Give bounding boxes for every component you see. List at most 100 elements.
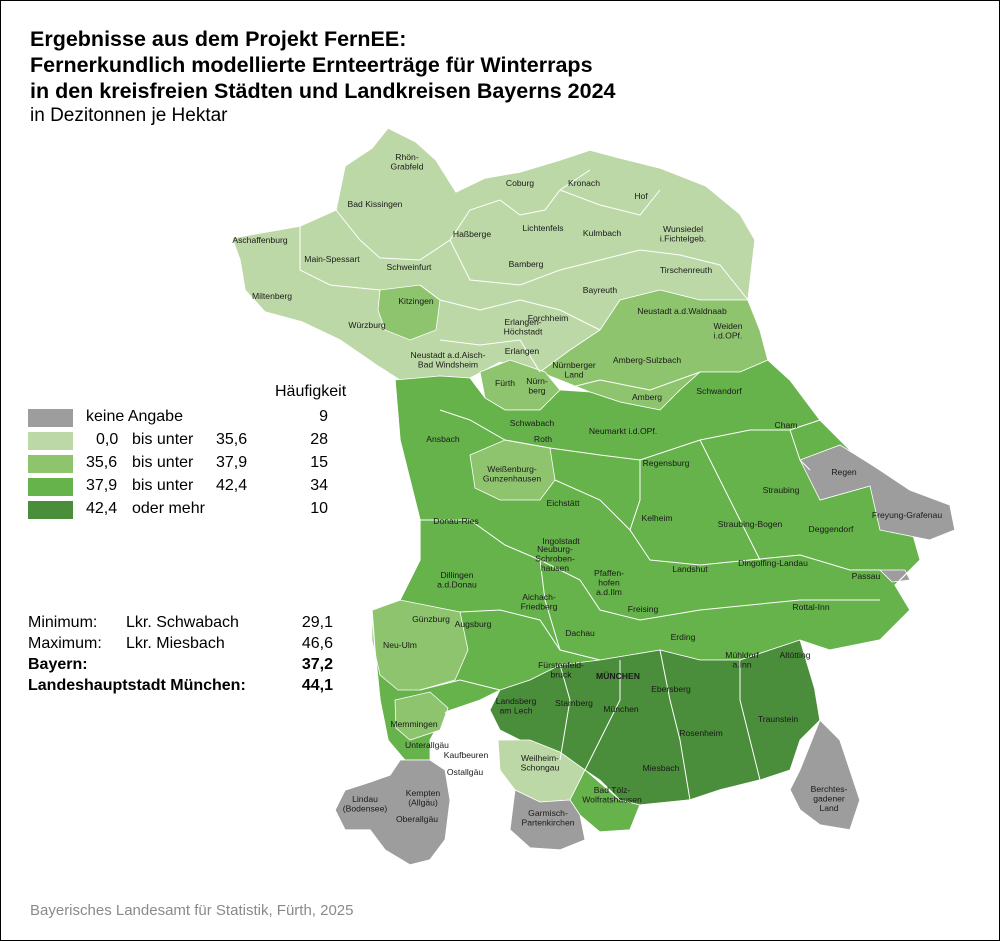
region-label: Erding	[671, 632, 696, 642]
legend-word-3: bis unter	[132, 477, 194, 494]
region-label: Oberallgäu	[396, 814, 438, 824]
region-label: Würzburg	[348, 320, 385, 330]
region-label: Erlangen	[505, 346, 540, 356]
region-label: Freyung-Grafenau	[872, 510, 942, 520]
stat-maximum-name: Lkr. Miesbach	[126, 635, 225, 652]
region-label: Passau	[852, 571, 881, 581]
stat-maximum-value: 46,6	[301, 635, 333, 652]
region-label: Regen	[831, 467, 857, 477]
legend-header: Häufigkeit	[275, 383, 347, 400]
legend-swatch-3	[28, 478, 73, 496]
map-subtitle: in Dezitonnen je Hektar	[30, 105, 228, 126]
region-label: Wunsiedel i.Fichtelgeb.	[660, 224, 706, 244]
region-label: Kaufbeuren	[444, 750, 489, 760]
legend-to-1: 35,6	[216, 431, 248, 448]
region-label: Cham	[775, 420, 798, 430]
stat-munich: Landeshauptstadt München: 44,1	[28, 677, 333, 698]
legend-to-3: 42,4	[216, 477, 248, 494]
region-label: Dachau	[565, 628, 595, 638]
region-label: Bayreuth	[583, 285, 618, 295]
legend-from-2: 35,6	[86, 454, 118, 471]
region-label: MÜNCHEN	[596, 671, 640, 681]
legend-count-3: 34	[310, 477, 328, 494]
region-label: Aichach-Friedberg	[521, 592, 558, 612]
region-label: Eichstätt	[547, 498, 581, 508]
region-label: Schweinfurt	[387, 262, 433, 272]
region-label: Amberg	[632, 392, 662, 402]
region-label: Amberg-Sulzbach	[613, 355, 682, 365]
region-label: Miltenberg	[252, 291, 292, 301]
stat-maximum-label: Maximum:	[28, 635, 102, 652]
legend-from-4: 42,4	[86, 500, 118, 517]
region-label: Kronach	[568, 178, 600, 188]
stat-bayern-label: Bayern:	[28, 656, 88, 673]
region-label: Main-Spessart	[304, 254, 360, 264]
stat-munich-label: Landeshauptstadt München:	[28, 677, 246, 694]
region-label: Haßberge	[453, 229, 491, 239]
stat-minimum-name: Lkr. Schwabach	[126, 614, 239, 631]
title-line-2: Fernerkundlich modellierte Ernteerträge …	[30, 53, 593, 77]
region-label: Neumarkt i.d.OPf.	[589, 426, 657, 436]
region-label: Nürnberger Land	[552, 360, 596, 380]
region-label: Kelheim	[641, 513, 672, 523]
region-label: Neustadt a.d.Waldnaab	[637, 306, 727, 316]
region-fills	[231, 127, 956, 866]
region-label: Roth	[534, 434, 552, 444]
legend-swatch-2	[28, 455, 73, 473]
region-label: Bad Kissingen	[348, 199, 403, 209]
legend-from-3: 37,9	[86, 477, 118, 494]
region-label: Günzburg	[412, 614, 450, 624]
region-label: Starnberg	[555, 698, 593, 708]
region-label: Kempten (Allgäu)	[406, 788, 441, 808]
region-label: Altötting	[779, 650, 810, 660]
legend-to-2: 37,9	[216, 454, 248, 471]
region-label: Deggendorf	[809, 524, 855, 534]
region-labels: Rhön-Grabfeld Coburg Kronach Hof Bad Kissing…	[232, 152, 942, 828]
region-label: Ansbach	[426, 434, 460, 444]
region-label: Fürstenfeld-bruck	[538, 660, 584, 680]
region-label: Freising	[628, 604, 659, 614]
region-label: Forchheim	[528, 313, 569, 323]
region-label: Weißenburg-Gunzenhausen	[483, 464, 542, 484]
region-label: Nürn-berg	[526, 376, 548, 396]
region-label: Lindau (Bodensee)	[343, 794, 388, 814]
region-label: Weilheim-Schongau	[521, 753, 560, 773]
region-label: Garmisch-Partenkirchen	[521, 808, 574, 828]
region-label: Landshut	[672, 564, 708, 574]
region-label: Berchtes-gadener Land	[811, 784, 848, 813]
region-label: Memmingen	[390, 719, 438, 729]
stat-bayern: Bayern: 37,2	[28, 656, 333, 677]
region-label: Erlangen-Höchstadt	[504, 317, 543, 337]
region-label: München	[603, 704, 639, 714]
title-line-3: in den kreisfreien Städten und Landkreis…	[30, 79, 616, 103]
zone-guenzburg	[371, 599, 469, 691]
region-label: Traunstein	[758, 714, 799, 724]
zone-passau-grey	[879, 569, 911, 583]
region-label: Regensburg	[643, 458, 690, 468]
stat-minimum: Minimum: Lkr. Schwabach 29,1	[28, 614, 333, 635]
region-label: Kitzingen	[398, 296, 434, 306]
region-label: Straubing	[763, 485, 800, 495]
summary-stats: Minimum: Lkr. Schwabach 29,1 Maximum: Lk…	[28, 614, 333, 698]
region-label: Bamberg	[509, 259, 544, 269]
region-label: Ebersberg	[651, 684, 691, 694]
region-label: Fürth	[495, 378, 515, 388]
district-borders	[299, 169, 880, 801]
stat-bayern-value: 37,2	[301, 656, 333, 673]
region-label: Straubing-Bogen	[718, 519, 783, 529]
region-label: Mühldorf a.Inn	[725, 650, 759, 670]
region-label: Neuburg-Schroben-hausen	[535, 544, 575, 573]
legend-label-na: keine Angabe	[86, 408, 183, 425]
legend-from-1: 0,0	[96, 431, 119, 448]
region-label: Ostallgäu	[447, 767, 484, 777]
legend-swatch-1	[28, 432, 73, 450]
stat-minimum-label: Minimum:	[28, 614, 98, 631]
legend-count-4: 10	[310, 500, 328, 517]
region-label: Kulmbach	[583, 228, 621, 238]
region-label: Rosenheim	[679, 728, 722, 738]
region-label: Coburg	[506, 178, 534, 188]
region-label: Augsburg	[455, 619, 492, 629]
region-label: Hof	[634, 191, 648, 201]
region-label: Unterallgäu	[405, 740, 449, 750]
region-label: Schwandorf	[696, 386, 742, 396]
